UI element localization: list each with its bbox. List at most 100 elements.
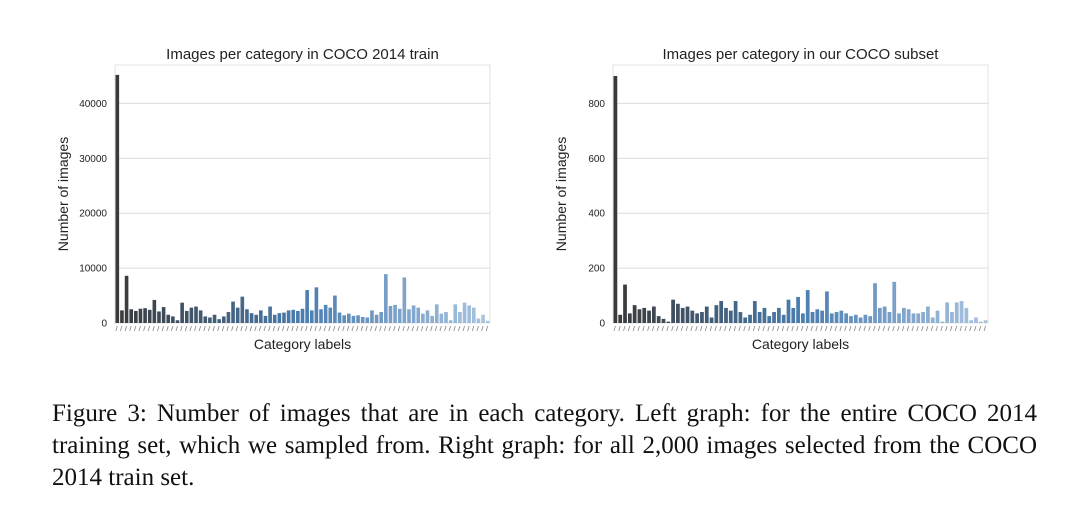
right-x-tick-mark — [743, 325, 746, 332]
left-x-tick-mark — [416, 325, 419, 332]
left-x-tick-mark — [124, 325, 127, 332]
right-x-tick-mark — [940, 325, 943, 332]
left-bar — [286, 310, 291, 323]
right-x-tick-mark — [930, 325, 934, 332]
left-x-tick-mark — [453, 325, 456, 332]
left-y-tick-label: 0 — [101, 319, 107, 330]
right-x-tick-mark — [618, 325, 621, 332]
chart-left: Images per category in COCO 2014 train 0 1… — [55, 40, 525, 370]
right-x-tick-mark — [791, 325, 794, 332]
left-bar — [476, 318, 481, 323]
right-x-tick-mark — [762, 325, 765, 332]
right-bar — [945, 302, 950, 323]
right-bar — [642, 307, 647, 323]
left-bar — [328, 307, 333, 323]
left-bar — [462, 302, 467, 323]
right-bar — [978, 321, 983, 323]
right-x-tick-mark — [786, 325, 789, 332]
left-bar — [421, 313, 425, 323]
left-x-tick-mark — [277, 325, 280, 332]
left-bar — [268, 306, 272, 323]
left-x-tick-mark — [333, 325, 336, 332]
right-x-tick-mark — [853, 325, 857, 332]
right-x-tick-mark — [935, 325, 938, 332]
right-x-tick-mark — [983, 325, 986, 332]
right-x-tick-mark — [892, 325, 895, 332]
left-x-tick-mark — [458, 325, 461, 332]
left-x-tick-mark — [147, 325, 151, 332]
left-x-tick-mark — [346, 325, 350, 332]
left-x-tick-mark — [393, 325, 396, 332]
right-x-tick-mark — [738, 325, 741, 332]
right-x-tick-mark — [719, 325, 722, 332]
left-bar — [120, 310, 124, 323]
right-x-tick-mark — [959, 325, 962, 332]
right-bar — [637, 309, 642, 323]
right-bar — [868, 316, 873, 323]
left-bar — [245, 309, 249, 323]
left-bar — [314, 287, 319, 323]
left-x-tick-mark — [420, 325, 424, 332]
left-x-tick-mark — [272, 325, 276, 332]
right-x-tick-mark — [945, 325, 948, 332]
left-x-tick-mark — [305, 325, 308, 332]
left-x-tick-mark — [374, 325, 377, 332]
left-bar — [282, 312, 286, 323]
left-bar — [458, 312, 462, 323]
right-x-tick-mark — [974, 325, 977, 332]
right-bar — [964, 307, 969, 323]
right-chart-title: Images per category in our COCO subset — [663, 46, 940, 63]
right-y-axis-label: Number of images — [553, 137, 569, 251]
left-bar — [407, 309, 411, 323]
right-x-tick-mark — [815, 325, 818, 332]
right-bar — [733, 301, 738, 323]
left-bar — [129, 309, 134, 323]
right-bar — [796, 296, 800, 323]
left-bar — [147, 309, 152, 323]
right-x-tick-mark — [748, 325, 751, 332]
right-bar — [613, 75, 618, 323]
left-bar — [379, 312, 384, 323]
right-x-tick-mark — [829, 325, 833, 332]
right-bar — [959, 301, 964, 323]
left-x-tick-mark — [411, 325, 414, 332]
right-y-tick-label: 0 — [599, 319, 605, 330]
left-x-tick-mark — [245, 325, 248, 332]
right-x-tick-mark — [637, 325, 640, 332]
right-x-tick-mark — [733, 325, 736, 332]
right-bar — [901, 307, 906, 323]
right-bar — [815, 309, 820, 323]
left-x-tick-mark — [161, 325, 164, 332]
right-bar — [776, 307, 781, 323]
left-x-tick-mark — [258, 325, 262, 332]
right-bar — [877, 307, 882, 323]
left-bar — [254, 314, 259, 323]
left-bar — [198, 310, 203, 323]
left-bar — [124, 275, 129, 323]
right-plot-frame — [612, 64, 989, 324]
left-x-tick-mark — [282, 325, 285, 332]
left-bar — [184, 310, 189, 323]
right-bar — [834, 312, 839, 323]
right-x-tick-mark — [825, 325, 828, 332]
right-x-tick-mark — [700, 325, 703, 332]
right-bar — [921, 312, 925, 323]
left-x-tick-mark — [254, 325, 257, 332]
right-x-tick-mark — [647, 325, 650, 332]
left-x-axis-label: Category labels — [254, 336, 351, 352]
right-bar — [709, 317, 714, 323]
left-bar — [166, 314, 171, 323]
left-x-tick-mark — [133, 325, 137, 332]
left-bar — [115, 74, 120, 323]
left-bar — [203, 316, 208, 323]
right-x-tick-mark — [950, 325, 953, 332]
right-bar — [623, 284, 627, 323]
left-x-tick-mark — [397, 325, 401, 332]
left-x-tick-mark — [138, 325, 141, 332]
right-bar — [829, 313, 834, 323]
right-bar — [676, 303, 680, 323]
left-x-tick-mark — [379, 325, 382, 332]
left-bar — [171, 316, 175, 323]
left-bar — [425, 310, 430, 323]
left-x-tick-mark — [286, 325, 289, 332]
